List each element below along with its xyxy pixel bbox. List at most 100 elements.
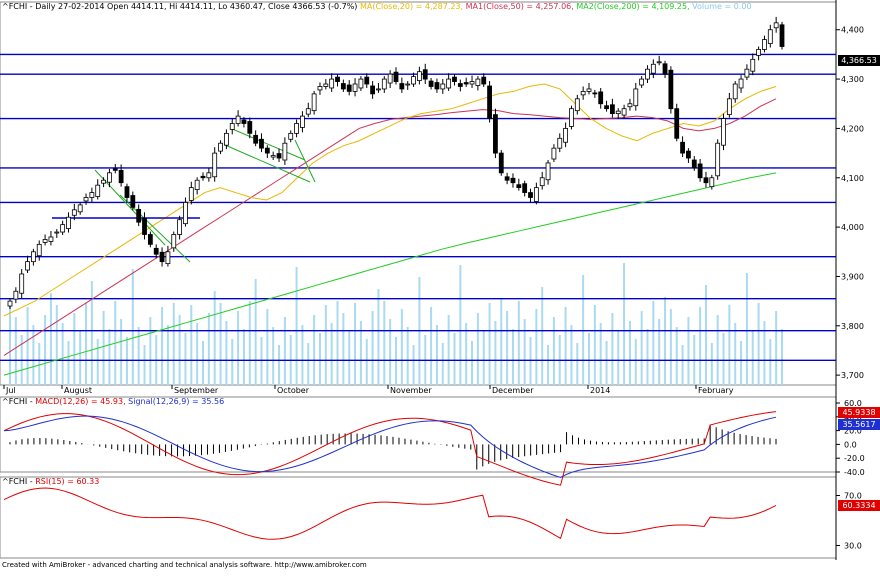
volume-bar (476, 313, 479, 385)
candle-body (686, 150, 691, 159)
volume-bar (588, 333, 590, 385)
candle-body (305, 108, 311, 115)
volume-bar (699, 307, 702, 385)
candle-body (370, 85, 376, 95)
candle-body (30, 251, 36, 263)
volume-bar (523, 319, 526, 385)
volume-bar (412, 345, 415, 385)
volume-bar (564, 307, 567, 385)
macd-panel-title: ^FCHI - MACD(12,26) = 45.93, Signal(12,2… (2, 397, 224, 407)
volume-bar (728, 305, 731, 385)
volume-bar (617, 331, 620, 385)
volume-bar (459, 265, 462, 385)
candle-body (715, 142, 721, 177)
macd-line (3, 411, 777, 486)
candle-body (212, 152, 218, 178)
volume-bar (73, 313, 76, 385)
volume-bar (582, 275, 585, 385)
rsi-tick-label: 70.0 (844, 492, 862, 501)
volume-bar (722, 333, 725, 385)
volume-bar (447, 315, 450, 385)
candle-body (323, 83, 329, 87)
volume-bar (740, 341, 743, 385)
volume-bar (67, 341, 70, 385)
volume-bar (687, 317, 690, 385)
candle-body (580, 91, 586, 96)
candle-body (42, 239, 48, 243)
volume-bar (453, 333, 456, 385)
volume-bar (611, 313, 614, 385)
volume-bar (161, 307, 164, 385)
volume-bar (318, 333, 321, 385)
candle-body (335, 76, 340, 82)
candle-body (539, 177, 545, 187)
candle-body (639, 78, 645, 86)
volume-bar (623, 263, 626, 385)
price-tick-label: 4,200 (841, 124, 864, 133)
candle-body (183, 202, 188, 225)
rsi-prefix: ^FCHI - (2, 477, 36, 486)
volume-bar (389, 319, 392, 385)
candle-body (223, 132, 229, 146)
candle-body (340, 83, 346, 90)
volume-bar (102, 311, 105, 385)
price-tick-label: 4,100 (841, 174, 864, 183)
x-tick-label: August (64, 386, 92, 395)
candle-body (645, 68, 650, 80)
volume-bar (96, 339, 99, 385)
macd-label: MACD(12,26) = 45.93, (35, 397, 126, 406)
candle-body (528, 192, 533, 198)
candle-body (83, 197, 89, 202)
candle-body (118, 169, 124, 184)
ma20-line (3, 83, 777, 317)
volume-bar (283, 317, 286, 385)
volume-bar (634, 339, 637, 385)
volume-bar (471, 341, 474, 385)
macd-tick-label: 60.0 (844, 399, 862, 408)
candle-body (259, 138, 264, 149)
volume-bar (225, 321, 228, 385)
candle-body (25, 261, 30, 271)
volume-bar (535, 309, 538, 385)
candle-body (241, 119, 247, 124)
candle-body (469, 81, 475, 85)
candle-body (200, 175, 206, 179)
volume-bar (55, 305, 58, 385)
candle-body (264, 147, 270, 154)
candle-body (206, 172, 212, 179)
volume-bar (751, 331, 754, 385)
candle-body (551, 147, 557, 160)
volume-bar (313, 315, 316, 385)
volume-bar (61, 323, 64, 385)
signal-value-box: 35.5617 (838, 419, 880, 430)
candle-body (475, 78, 481, 86)
candle-body (54, 231, 60, 234)
volume-bar (207, 313, 210, 385)
candle-body (756, 49, 762, 56)
candle-body (352, 83, 358, 92)
volume-bar (377, 289, 380, 385)
trend-channel-line (94, 169, 166, 246)
ma200-line (3, 172, 777, 376)
volume-bar (669, 309, 672, 385)
rsi-tick-label: 30.0 (844, 542, 862, 551)
volume-bar (166, 325, 169, 385)
volume-bar (757, 303, 760, 385)
volume-bar (272, 327, 275, 385)
trend-channel-line (294, 139, 316, 183)
candle-body (510, 177, 516, 184)
volume-bar (213, 291, 216, 385)
candle-body (177, 219, 183, 235)
volume-bar (710, 343, 713, 385)
candle-body (557, 137, 563, 149)
volume-bar (441, 343, 444, 385)
candle-body (609, 104, 615, 115)
candle-body (604, 105, 609, 110)
volume-bar (254, 279, 257, 385)
candle-body (7, 300, 13, 307)
candle-body (569, 108, 574, 127)
candle-body (376, 88, 381, 91)
candle-body (563, 128, 569, 143)
